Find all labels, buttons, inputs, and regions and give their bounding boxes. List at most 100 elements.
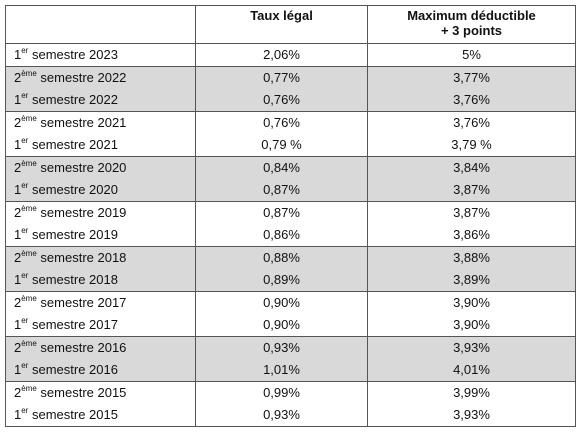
period-ordinal-suffix: ème — [21, 293, 37, 303]
maximum-deductible-cell: 3,84% — [367, 156, 576, 179]
period-ordinal: 1 — [14, 137, 22, 152]
header-taux-legal: Taux légal — [195, 5, 368, 44]
taux-legal-cell: 0,88% — [195, 246, 368, 269]
table-row: 1er semestre 2018 0,89% 3,89% — [5, 269, 576, 292]
period-label: semestre 2017 — [31, 317, 118, 332]
period-ordinal: 1 — [14, 227, 22, 242]
period-cell: 2ème semestre 2022 — [5, 66, 196, 89]
taux-legal-cell: 1,01% — [195, 359, 368, 382]
period-ordinal: 1 — [14, 47, 22, 62]
period-cell: 2ème semestre 2018 — [5, 246, 196, 269]
table-row: 1er semestre 2023 2,06% 5% — [5, 43, 576, 67]
header-maximum-line1: Maximum déductible — [407, 8, 536, 23]
taux-legal-cell: 0,87% — [195, 201, 368, 224]
period-label: semestre 2016 — [40, 340, 127, 355]
period-ordinal: 2 — [14, 385, 22, 400]
header-maximum-deductible: Maximum déductible + 3 points — [367, 5, 576, 44]
period-cell: 1er semestre 2017 — [5, 314, 196, 337]
period-label: semestre 2020 — [40, 160, 127, 175]
header-period — [5, 5, 196, 44]
period-ordinal-suffix: ème — [21, 383, 37, 393]
period-cell: 2ème semestre 2016 — [5, 336, 196, 359]
period-label: semestre 2022 — [31, 92, 118, 107]
period-cell: 1er semestre 2015 — [5, 404, 196, 427]
table-header-row: Taux légal Maximum déductible + 3 points — [5, 5, 576, 44]
taux-legal-cell: 0,86% — [195, 224, 368, 247]
period-cell: 1er semestre 2022 — [5, 89, 196, 112]
period-label: semestre 2016 — [31, 362, 118, 377]
taux-legal-cell: 2,06% — [195, 43, 368, 67]
period-cell: 1er semestre 2018 — [5, 269, 196, 292]
table-row: 1er semestre 2016 1,01% 4,01% — [5, 359, 576, 382]
header-maximum-line2: + 3 points — [440, 23, 503, 38]
table-row: 1er semestre 2017 0,90% 3,90% — [5, 314, 576, 337]
period-ordinal-suffix: er — [21, 45, 29, 55]
period-label: semestre 2021 — [40, 115, 127, 130]
table-row: 1er semestre 2020 0,87% 3,87% — [5, 179, 576, 202]
taux-legal-cell: 0,99% — [195, 381, 368, 404]
period-ordinal-suffix: ème — [21, 248, 37, 258]
period-cell: 2ème semestre 2020 — [5, 156, 196, 179]
period-ordinal: 2 — [14, 205, 22, 220]
table-row: 2ème semestre 2020 0,84% 3,84% — [5, 156, 576, 179]
period-cell: 1er semestre 2023 — [5, 43, 196, 67]
maximum-deductible-cell: 3,93% — [367, 404, 576, 427]
table-row: 1er semestre 2021 0,79 % 3,79 % — [5, 134, 576, 157]
period-ordinal-suffix: er — [21, 360, 29, 370]
maximum-deductible-cell: 3,87% — [367, 179, 576, 202]
period-ordinal-suffix: ème — [21, 68, 37, 78]
period-label: semestre 2023 — [31, 47, 118, 62]
taux-legal-cell: 0,79 % — [195, 134, 368, 157]
period-label: semestre 2021 — [31, 137, 118, 152]
maximum-deductible-cell: 4,01% — [367, 359, 576, 382]
maximum-deductible-cell: 3,86% — [367, 224, 576, 247]
maximum-deductible-cell: 3,76% — [367, 89, 576, 112]
rates-table: Taux légal Maximum déductible + 3 points… — [5, 5, 576, 427]
maximum-deductible-cell: 3,99% — [367, 381, 576, 404]
taux-legal-cell: 0,90% — [195, 291, 368, 314]
period-label: semestre 2022 — [40, 70, 127, 85]
period-ordinal-suffix: ème — [21, 203, 37, 213]
taux-legal-cell: 0,87% — [195, 179, 368, 202]
table-row: 2ème semestre 2016 0,93% 3,93% — [5, 336, 576, 359]
period-ordinal: 2 — [14, 160, 22, 175]
taux-legal-cell: 0,77% — [195, 66, 368, 89]
period-ordinal: 1 — [14, 182, 22, 197]
maximum-deductible-cell: 3,76% — [367, 111, 576, 134]
period-cell: 2ème semestre 2019 — [5, 201, 196, 224]
period-cell: 1er semestre 2021 — [5, 134, 196, 157]
period-ordinal-suffix: er — [21, 135, 29, 145]
table-row: 2ème semestre 2015 0,99% 3,99% — [5, 381, 576, 404]
period-cell: 1er semestre 2016 — [5, 359, 196, 382]
taux-legal-cell: 0,93% — [195, 336, 368, 359]
table-row: 2ème semestre 2021 0,76% 3,76% — [5, 111, 576, 134]
period-ordinal: 1 — [14, 92, 22, 107]
period-label: semestre 2017 — [40, 295, 127, 310]
table-row: 1er semestre 2015 0,93% 3,93% — [5, 404, 576, 427]
period-ordinal-suffix: er — [21, 225, 29, 235]
period-cell: 1er semestre 2019 — [5, 224, 196, 247]
table-row: 2ème semestre 2018 0,88% 3,88% — [5, 246, 576, 269]
maximum-deductible-cell: 3,87% — [367, 201, 576, 224]
period-ordinal: 2 — [14, 115, 22, 130]
maximum-deductible-cell: 5% — [367, 43, 576, 67]
period-label: semestre 2019 — [31, 227, 118, 242]
period-ordinal: 2 — [14, 295, 22, 310]
taux-legal-cell: 0,93% — [195, 404, 368, 427]
period-ordinal-suffix: ème — [21, 338, 37, 348]
period-ordinal: 1 — [14, 407, 22, 422]
period-ordinal: 2 — [14, 340, 22, 355]
maximum-deductible-cell: 3,77% — [367, 66, 576, 89]
taux-legal-cell: 0,89% — [195, 269, 368, 292]
period-ordinal: 2 — [14, 250, 22, 265]
table-row: 2ème semestre 2019 0,87% 3,87% — [5, 201, 576, 224]
table-row: 1er semestre 2022 0,76% 3,76% — [5, 89, 576, 112]
period-ordinal: 1 — [14, 272, 22, 287]
period-ordinal-suffix: er — [21, 405, 29, 415]
maximum-deductible-cell: 3,88% — [367, 246, 576, 269]
taux-legal-cell: 0,90% — [195, 314, 368, 337]
period-ordinal: 1 — [14, 317, 22, 332]
period-ordinal-suffix: er — [21, 90, 29, 100]
period-ordinal: 2 — [14, 70, 22, 85]
period-ordinal: 1 — [14, 362, 22, 377]
